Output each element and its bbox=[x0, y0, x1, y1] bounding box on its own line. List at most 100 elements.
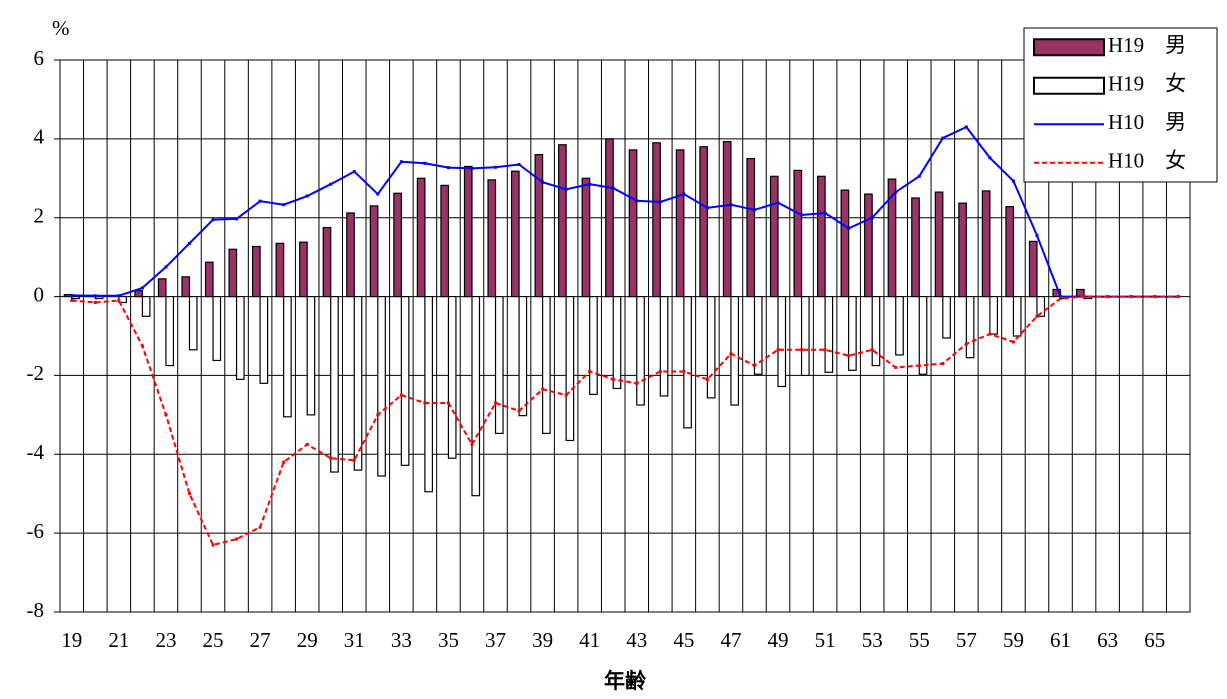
legend-label: H19 男 bbox=[1108, 33, 1186, 57]
bar bbox=[965, 295, 975, 359]
line-marker bbox=[376, 413, 380, 417]
bar bbox=[675, 149, 685, 298]
line-marker bbox=[1059, 297, 1063, 301]
line-marker bbox=[305, 442, 309, 446]
line-marker bbox=[635, 381, 639, 385]
line-marker bbox=[1011, 179, 1015, 183]
legend-swatch bbox=[1033, 38, 1105, 57]
line-marker bbox=[588, 182, 592, 186]
line-marker bbox=[211, 543, 215, 547]
line-marker bbox=[1082, 295, 1086, 299]
x-tick-label: 19 bbox=[61, 628, 82, 652]
legend-label: H19 女 bbox=[1108, 72, 1186, 96]
line-marker bbox=[235, 537, 239, 541]
line bbox=[71, 295, 1179, 547]
bar bbox=[652, 142, 661, 298]
line-marker bbox=[705, 206, 709, 210]
line-marker bbox=[494, 401, 498, 405]
x-axis-label: 年齢 bbox=[604, 669, 647, 693]
bar bbox=[181, 276, 191, 298]
line-marker bbox=[93, 294, 97, 298]
bar bbox=[753, 295, 763, 375]
line-marker bbox=[964, 125, 968, 129]
line-marker bbox=[776, 201, 780, 205]
bar bbox=[581, 177, 591, 298]
line-marker bbox=[235, 217, 239, 221]
x-tick-label: 65 bbox=[1144, 628, 1165, 652]
line-marker bbox=[258, 199, 262, 203]
bar bbox=[377, 295, 386, 477]
line-marker bbox=[870, 348, 874, 352]
bar bbox=[683, 295, 692, 429]
x-tick-label: 57 bbox=[956, 628, 977, 652]
line-marker bbox=[117, 299, 121, 303]
bar bbox=[134, 290, 143, 298]
line-marker bbox=[941, 362, 945, 366]
bar bbox=[1028, 240, 1038, 298]
bar bbox=[722, 141, 732, 298]
bar bbox=[510, 170, 520, 298]
bar bbox=[589, 295, 598, 395]
bar bbox=[769, 175, 779, 298]
bar bbox=[958, 202, 967, 298]
line-marker bbox=[1176, 295, 1180, 299]
line-marker bbox=[352, 170, 356, 174]
bar bbox=[636, 295, 645, 406]
line-marker bbox=[140, 344, 144, 348]
line-marker bbox=[140, 286, 144, 290]
line-marker bbox=[282, 460, 286, 464]
y-tick-label: 4 bbox=[34, 125, 45, 149]
x-tick-label: 43 bbox=[626, 628, 647, 652]
x-tick-label: 51 bbox=[815, 628, 836, 652]
y-tick-label: -4 bbox=[27, 440, 45, 464]
bar bbox=[793, 169, 803, 298]
line-marker bbox=[470, 442, 474, 446]
line-marker bbox=[187, 492, 191, 496]
line-marker bbox=[470, 166, 474, 170]
line-marker bbox=[847, 226, 851, 230]
line-marker bbox=[847, 354, 851, 358]
line-marker bbox=[541, 387, 545, 391]
line-marker bbox=[729, 352, 733, 356]
bar bbox=[306, 295, 316, 416]
bar bbox=[463, 165, 473, 298]
y-tick-label: -8 bbox=[27, 598, 45, 622]
line-marker bbox=[988, 156, 992, 160]
bar bbox=[628, 149, 638, 298]
line-marker bbox=[282, 203, 286, 207]
line-marker bbox=[729, 203, 733, 207]
bar bbox=[746, 157, 756, 298]
line-marker bbox=[117, 294, 121, 298]
line-marker bbox=[611, 377, 615, 381]
bar bbox=[71, 295, 80, 300]
line-marker bbox=[823, 211, 827, 215]
line-marker bbox=[258, 525, 262, 529]
bar bbox=[817, 175, 826, 298]
bar bbox=[887, 178, 897, 298]
x-tick-label: 21 bbox=[108, 628, 129, 652]
bar bbox=[534, 154, 544, 298]
bar bbox=[565, 295, 575, 442]
bar bbox=[299, 241, 308, 298]
bar bbox=[871, 295, 881, 367]
bar bbox=[864, 193, 873, 298]
x-tick-label: 61 bbox=[1050, 628, 1071, 652]
bar bbox=[1036, 295, 1046, 317]
x-tick-label: 45 bbox=[673, 628, 694, 652]
line-marker bbox=[588, 369, 592, 373]
line-marker bbox=[1035, 233, 1039, 237]
y-unit: % bbox=[52, 16, 70, 40]
x-tick-label: 23 bbox=[155, 628, 176, 652]
bar bbox=[416, 177, 426, 298]
line-marker bbox=[1011, 340, 1015, 344]
y-tick-label: -2 bbox=[27, 361, 45, 385]
line-marker bbox=[635, 199, 639, 203]
x-tick-label: 59 bbox=[1003, 628, 1024, 652]
bar bbox=[824, 295, 834, 373]
line-marker bbox=[800, 348, 804, 352]
line-marker bbox=[446, 401, 450, 405]
line-marker bbox=[917, 364, 921, 368]
bar bbox=[369, 205, 379, 298]
x-tick-label: 27 bbox=[250, 628, 271, 652]
